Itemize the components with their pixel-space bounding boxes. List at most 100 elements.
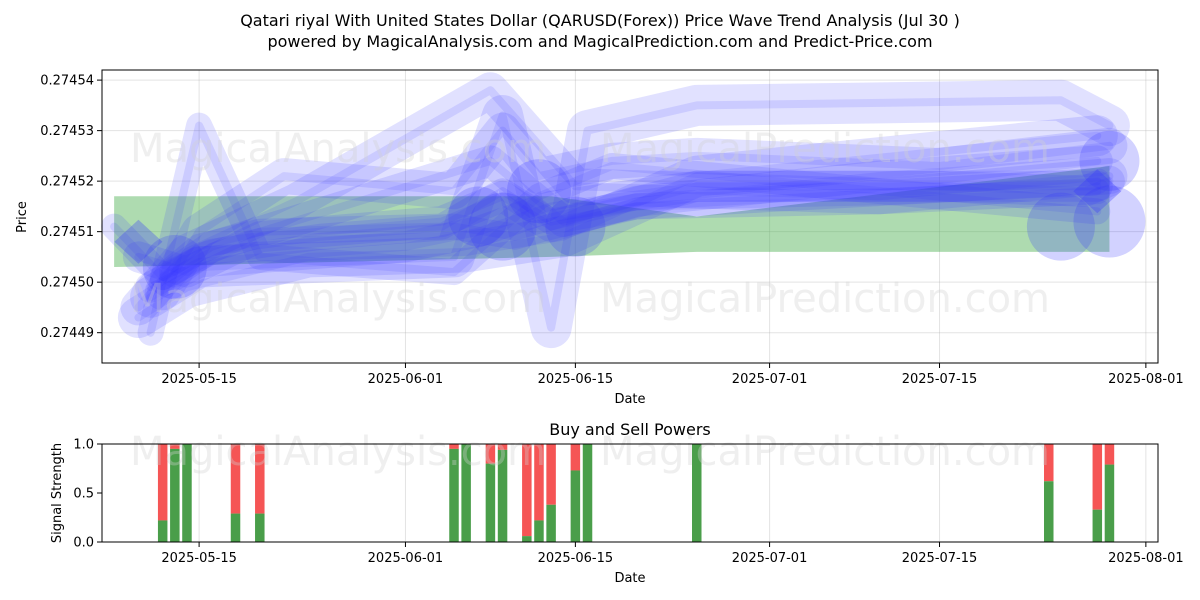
signal-x-tick-label: 2025-07-15 [902, 551, 978, 566]
sell-power-bar [534, 444, 544, 521]
signal-x-tick-label: 2025-06-15 [538, 551, 614, 566]
signal-panel-title: Buy and Sell Powers [549, 420, 711, 439]
price-band [114, 165, 1110, 268]
buy-power-bar [255, 513, 265, 542]
price-x-tick-label: 2025-05-15 [161, 372, 237, 387]
price-wave-arrowhead [1073, 169, 1122, 214]
buy-power-bar [570, 470, 581, 542]
buy-power-bar [1092, 509, 1103, 542]
price-wave-series [130, 79, 1130, 349]
chart-title-line2: powered by MagicalAnalysis.com and Magic… [267, 32, 932, 51]
sell-power-bar [449, 444, 459, 449]
price-wave-marker [142, 235, 207, 300]
price-wave-core [170, 156, 1102, 277]
sell-power-bar [546, 444, 556, 505]
price-wave-series [117, 115, 1118, 338]
buy-power-bar [582, 444, 593, 542]
sell-power-bar [570, 444, 581, 471]
price-y-tick-label: 0.27451 [40, 225, 94, 240]
buy-power-bar [1104, 464, 1115, 542]
price-wave-core [158, 126, 1114, 297]
sell-power-bar [522, 444, 532, 537]
price-wave-series [101, 178, 1111, 291]
price-wave-series [159, 145, 1113, 288]
price-wave-series [137, 112, 1111, 346]
buy-power-bar [461, 444, 471, 542]
buy-power-bar [485, 463, 496, 542]
price-y-tick-label: 0.27452 [40, 175, 94, 190]
price-wave-core [134, 131, 1102, 322]
price-x-tick-label: 2025-08-01 [1108, 372, 1184, 387]
price-y-tick-label: 0.27449 [40, 326, 94, 341]
price-wave-core [134, 86, 1114, 312]
price-wave-core [110, 187, 1102, 282]
buy-power-bar [522, 536, 532, 542]
price-y-ticks: 0.27449 0.27450 0.27451 0.27452 0.27453 0.274… [40, 74, 102, 341]
price-y-tick-label: 0.27453 [40, 124, 94, 139]
price-y-tick-label: 0.27454 [40, 74, 94, 89]
sell-power-bar [170, 444, 180, 449]
watermark-analysis-top2: MagicalAnalysis.com [130, 276, 546, 322]
price-wave-series [120, 72, 1128, 326]
signal-x-tick-label: 2025-07-01 [732, 551, 808, 566]
price-wave-series [135, 165, 1125, 303]
price-x-tick-label: 2025-07-15 [902, 372, 978, 387]
signal-y-tick-label: 0.0 [73, 536, 94, 551]
sell-power-bar [157, 444, 168, 521]
buy-power-bar [170, 448, 180, 542]
watermark-analysis-bottom: MagicalAnalysis.com [130, 429, 546, 475]
price-wave-series [122, 145, 1113, 288]
sell-power-bar [1104, 444, 1115, 465]
signal-x-tick-label: 2025-06-01 [368, 551, 444, 566]
price-y-tick-label: 0.27450 [40, 276, 94, 291]
signal-bars [157, 444, 1115, 542]
watermark-prediction-top1: MagicalPrediction.com [600, 126, 1050, 172]
price-wave-marker [545, 196, 606, 257]
signal-y-axis-label: Signal Strength [50, 443, 65, 543]
price-grid [102, 70, 1158, 363]
watermark-prediction-bottom: MagicalPrediction.com [600, 429, 1050, 475]
price-wave-series [144, 112, 1128, 311]
buy-power-bar [182, 444, 192, 542]
buy-power-bar [534, 520, 544, 542]
buy-power-bar [546, 504, 556, 542]
signal-x-tick-label: 2025-05-15 [161, 551, 237, 566]
price-panel: MagicalAnalysis.com MagicalPrediction.co… [15, 69, 1184, 407]
price-wave-marker [468, 192, 537, 261]
chart-title-line1: Qatari riyal With United States Dollar (… [240, 11, 960, 30]
buy-power-bar [1044, 481, 1054, 542]
price-markers [142, 130, 1146, 300]
price-x-tick-label: 2025-06-15 [538, 372, 614, 387]
price-wave-marker [1079, 130, 1140, 191]
price-range-band [114, 165, 1110, 268]
buy-power-bar [497, 449, 508, 542]
signal-y-ticks: 0.0 0.5 1.0 [73, 438, 102, 551]
price-wave-marker [1073, 185, 1146, 258]
price-y-axis-label: Price [15, 201, 30, 233]
sell-power-bar [255, 444, 265, 514]
watermark-prediction-top2: MagicalPrediction.com [600, 276, 1050, 322]
price-wave-marker [448, 186, 509, 247]
price-wave-series [149, 168, 1111, 291]
sell-power-bar [230, 444, 241, 514]
sell-power-bar [1092, 444, 1103, 510]
buy-power-bar [449, 448, 459, 542]
price-plot-area [102, 70, 1158, 363]
price-wave-core [158, 177, 1102, 282]
signal-y-tick-label: 1.0 [73, 438, 94, 453]
sell-power-bar [1044, 444, 1054, 482]
price-x-axis-label: Date [614, 392, 645, 407]
price-x-tick-label: 2025-06-01 [368, 372, 444, 387]
price-wave-core [146, 177, 1114, 292]
signal-panel: Buy and Sell Powers MagicalAnalysis.com … [50, 420, 1184, 586]
sell-power-bar [497, 444, 508, 450]
buy-power-bar [692, 444, 702, 542]
price-wave-core [146, 121, 1102, 337]
price-wave-arrowhead [114, 219, 163, 264]
price-wave-marker [506, 159, 571, 224]
price-waves [101, 72, 1130, 349]
price-arrows [114, 169, 1122, 264]
price-wave-marker [1026, 192, 1095, 261]
signal-plot-area [102, 444, 1158, 542]
